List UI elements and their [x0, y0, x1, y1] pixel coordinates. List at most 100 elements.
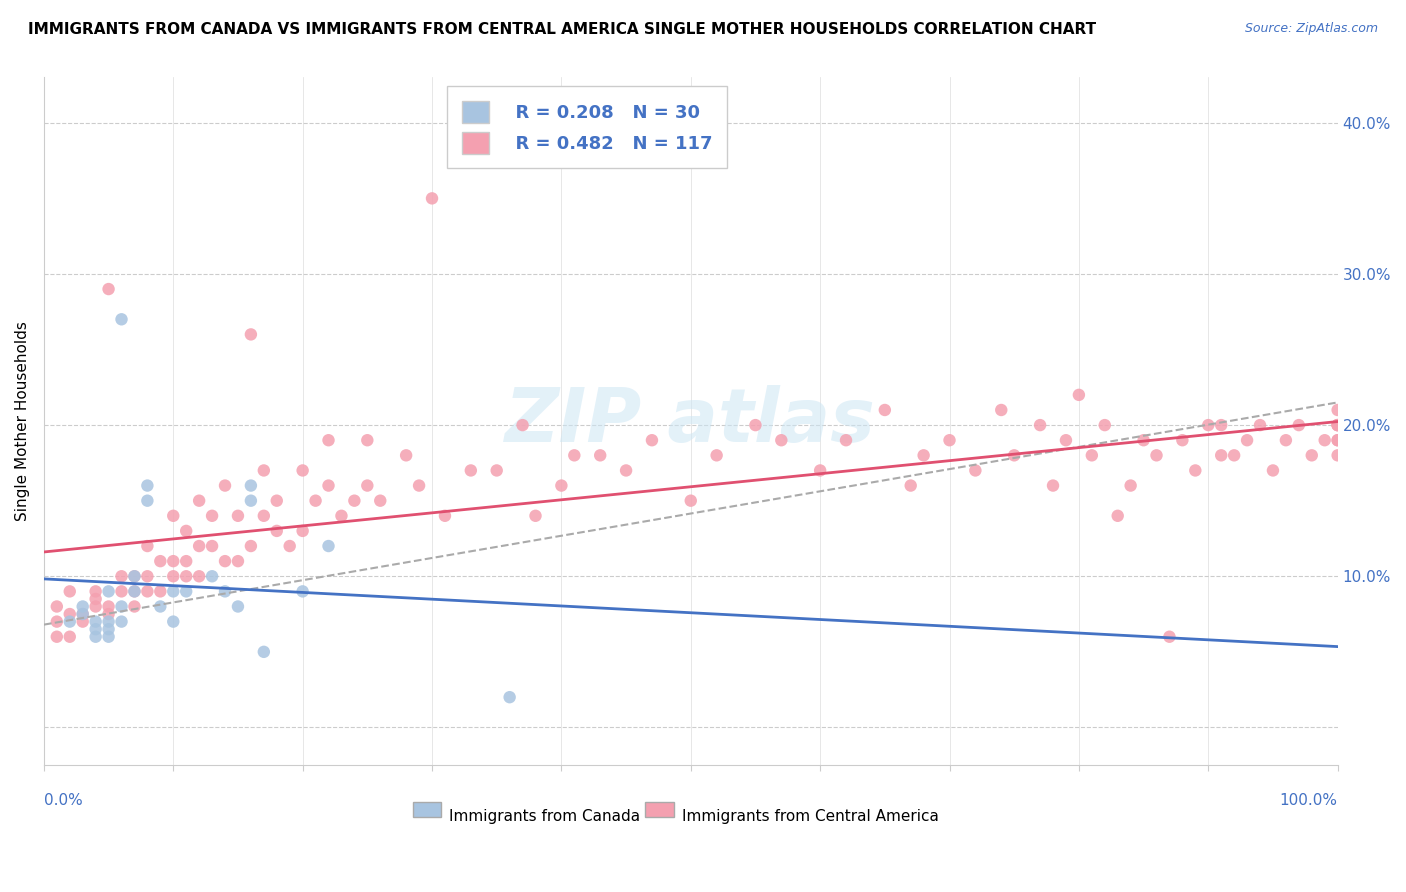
- Point: [214, 554, 236, 568]
- Point: [97, 584, 120, 599]
- Point: [214, 584, 236, 599]
- Point: [589, 448, 612, 462]
- Point: [174, 554, 197, 568]
- Point: [318, 434, 340, 448]
- Point: [45, 630, 67, 644]
- Point: [59, 584, 82, 599]
- Text: ZIP atlas: ZIP atlas: [505, 384, 876, 458]
- Point: [124, 584, 146, 599]
- Point: [97, 607, 120, 621]
- Point: [226, 508, 249, 523]
- Point: [1236, 434, 1258, 448]
- Point: [368, 493, 391, 508]
- Point: [136, 478, 159, 492]
- Point: [485, 463, 508, 477]
- Point: [1326, 434, 1348, 448]
- Point: [1288, 418, 1310, 433]
- Text: 100.0%: 100.0%: [1279, 793, 1337, 808]
- Point: [343, 493, 366, 508]
- Point: [97, 599, 120, 614]
- Point: [460, 463, 482, 477]
- Point: [84, 630, 107, 644]
- Point: [1326, 418, 1348, 433]
- Point: [84, 591, 107, 606]
- Point: [84, 599, 107, 614]
- Point: [110, 569, 132, 583]
- Point: [291, 584, 314, 599]
- Point: [59, 615, 82, 629]
- Point: [1197, 418, 1219, 433]
- Point: [808, 463, 831, 477]
- Point: [1326, 448, 1348, 462]
- Point: [188, 493, 211, 508]
- Point: [304, 493, 326, 508]
- Point: [110, 312, 132, 326]
- Point: [356, 478, 378, 492]
- Y-axis label: Single Mother Households: Single Mother Households: [15, 321, 30, 521]
- Point: [59, 630, 82, 644]
- Point: [226, 554, 249, 568]
- Point: [990, 403, 1012, 417]
- Point: [188, 539, 211, 553]
- Point: [1107, 508, 1129, 523]
- Point: [1223, 448, 1246, 462]
- Text: Immigrants from Canada: Immigrants from Canada: [449, 808, 640, 823]
- Point: [45, 615, 67, 629]
- Point: [641, 434, 664, 448]
- Point: [97, 615, 120, 629]
- Text: Immigrants from Central America: Immigrants from Central America: [682, 808, 939, 823]
- Point: [1211, 448, 1233, 462]
- Point: [124, 569, 146, 583]
- Point: [1132, 434, 1154, 448]
- Point: [97, 622, 120, 636]
- Point: [45, 599, 67, 614]
- Point: [1261, 463, 1284, 477]
- Point: [1249, 418, 1271, 433]
- Point: [679, 493, 702, 508]
- Point: [59, 607, 82, 621]
- Point: [512, 418, 534, 433]
- Legend:   R = 0.208   N = 30,   R = 0.482   N = 117: R = 0.208 N = 30, R = 0.482 N = 117: [447, 87, 727, 169]
- Point: [408, 478, 430, 492]
- Point: [1094, 418, 1116, 433]
- Point: [420, 191, 443, 205]
- Point: [291, 524, 314, 538]
- Point: [1171, 434, 1194, 448]
- Point: [110, 615, 132, 629]
- Point: [1002, 448, 1025, 462]
- Point: [873, 403, 896, 417]
- Point: [162, 569, 184, 583]
- Point: [124, 569, 146, 583]
- FancyBboxPatch shape: [412, 802, 441, 817]
- Point: [239, 539, 262, 553]
- Point: [1067, 388, 1090, 402]
- Point: [136, 584, 159, 599]
- Point: [239, 478, 262, 492]
- Point: [1054, 434, 1077, 448]
- Point: [1275, 434, 1298, 448]
- Point: [1301, 448, 1323, 462]
- Point: [900, 478, 922, 492]
- Point: [278, 539, 301, 553]
- Point: [253, 463, 276, 477]
- Point: [291, 463, 314, 477]
- Point: [162, 554, 184, 568]
- Point: [253, 645, 276, 659]
- Point: [124, 584, 146, 599]
- Point: [550, 478, 572, 492]
- Point: [214, 478, 236, 492]
- Point: [239, 327, 262, 342]
- Point: [97, 282, 120, 296]
- Point: [162, 615, 184, 629]
- Point: [149, 554, 172, 568]
- Text: Source: ZipAtlas.com: Source: ZipAtlas.com: [1244, 22, 1378, 36]
- Point: [124, 599, 146, 614]
- Point: [72, 607, 94, 621]
- Point: [330, 508, 353, 523]
- Point: [72, 599, 94, 614]
- Point: [149, 584, 172, 599]
- Point: [1146, 448, 1168, 462]
- Point: [562, 448, 585, 462]
- FancyBboxPatch shape: [645, 802, 673, 817]
- Point: [174, 569, 197, 583]
